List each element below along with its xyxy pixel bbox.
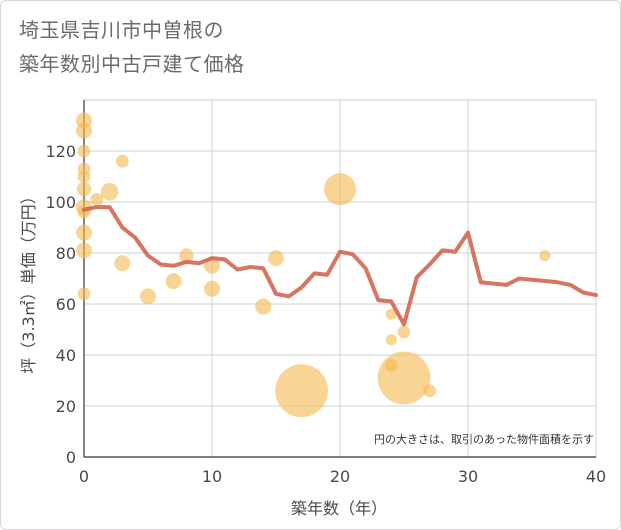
bubble-point <box>255 298 272 315</box>
bubble-point <box>324 173 356 206</box>
x-tick-label: 40 <box>586 467 606 486</box>
y-tick-label: 40 <box>56 346 76 365</box>
bubble-point <box>76 122 92 139</box>
bubble-point <box>179 248 194 263</box>
y-tick-label: 0 <box>66 448 76 467</box>
y-axis-title: 坪（3.3㎡）単価（万円） <box>19 188 38 373</box>
bubble-point <box>100 183 119 201</box>
bubble-point <box>268 250 284 267</box>
bubble-point <box>204 280 220 297</box>
axes <box>83 100 596 458</box>
bubble-point <box>397 325 411 339</box>
tick-labels: 0 10 20 30 40 0 20 40 60 80 100 120 <box>45 142 606 486</box>
bubble-point <box>76 242 92 259</box>
x-tick-label: 0 <box>79 467 89 486</box>
x-tick-label: 10 <box>202 467 222 486</box>
chart-title-line-1: 埼玉県吉川市中曽根の <box>19 18 224 42</box>
trend-line <box>82 205 598 327</box>
bubble-point <box>140 288 156 305</box>
bubble-point <box>385 308 397 320</box>
bubble-series <box>76 112 551 418</box>
bubble-point <box>77 287 91 301</box>
bubble-size-note: 円の大きさは、取引のあった物件面積を示す <box>374 432 594 446</box>
chart-title-line-2: 築年数別中古戸建て価格 <box>19 52 245 76</box>
y-tick-label: 60 <box>56 295 76 314</box>
bubble-point <box>385 334 397 346</box>
bubble-point <box>377 351 431 405</box>
bubble-point <box>76 182 92 197</box>
bubble-point <box>116 154 129 168</box>
bubble-point <box>539 249 551 262</box>
bubble-point <box>77 144 91 158</box>
trend-line-series <box>82 205 598 327</box>
bubble-point <box>114 255 131 272</box>
y-tick-label: 120 <box>45 142 76 161</box>
y-tick-label: 100 <box>45 193 76 212</box>
chart-title: 埼玉県吉川市中曽根の 築年数別中古戸建て価格 <box>19 13 245 81</box>
bubble-point <box>423 384 436 398</box>
x-tick-label: 30 <box>458 467 478 486</box>
y-tick-label: 20 <box>56 397 76 416</box>
bubble-point <box>77 170 91 183</box>
bubble-point <box>76 224 92 241</box>
bubble-point <box>165 273 182 290</box>
x-tick-label: 20 <box>330 467 350 486</box>
y-tick-label: 80 <box>56 244 76 263</box>
bubble-point <box>90 193 104 206</box>
bubble-point <box>275 364 328 418</box>
x-axis-title: 築年数（年） <box>291 499 387 518</box>
